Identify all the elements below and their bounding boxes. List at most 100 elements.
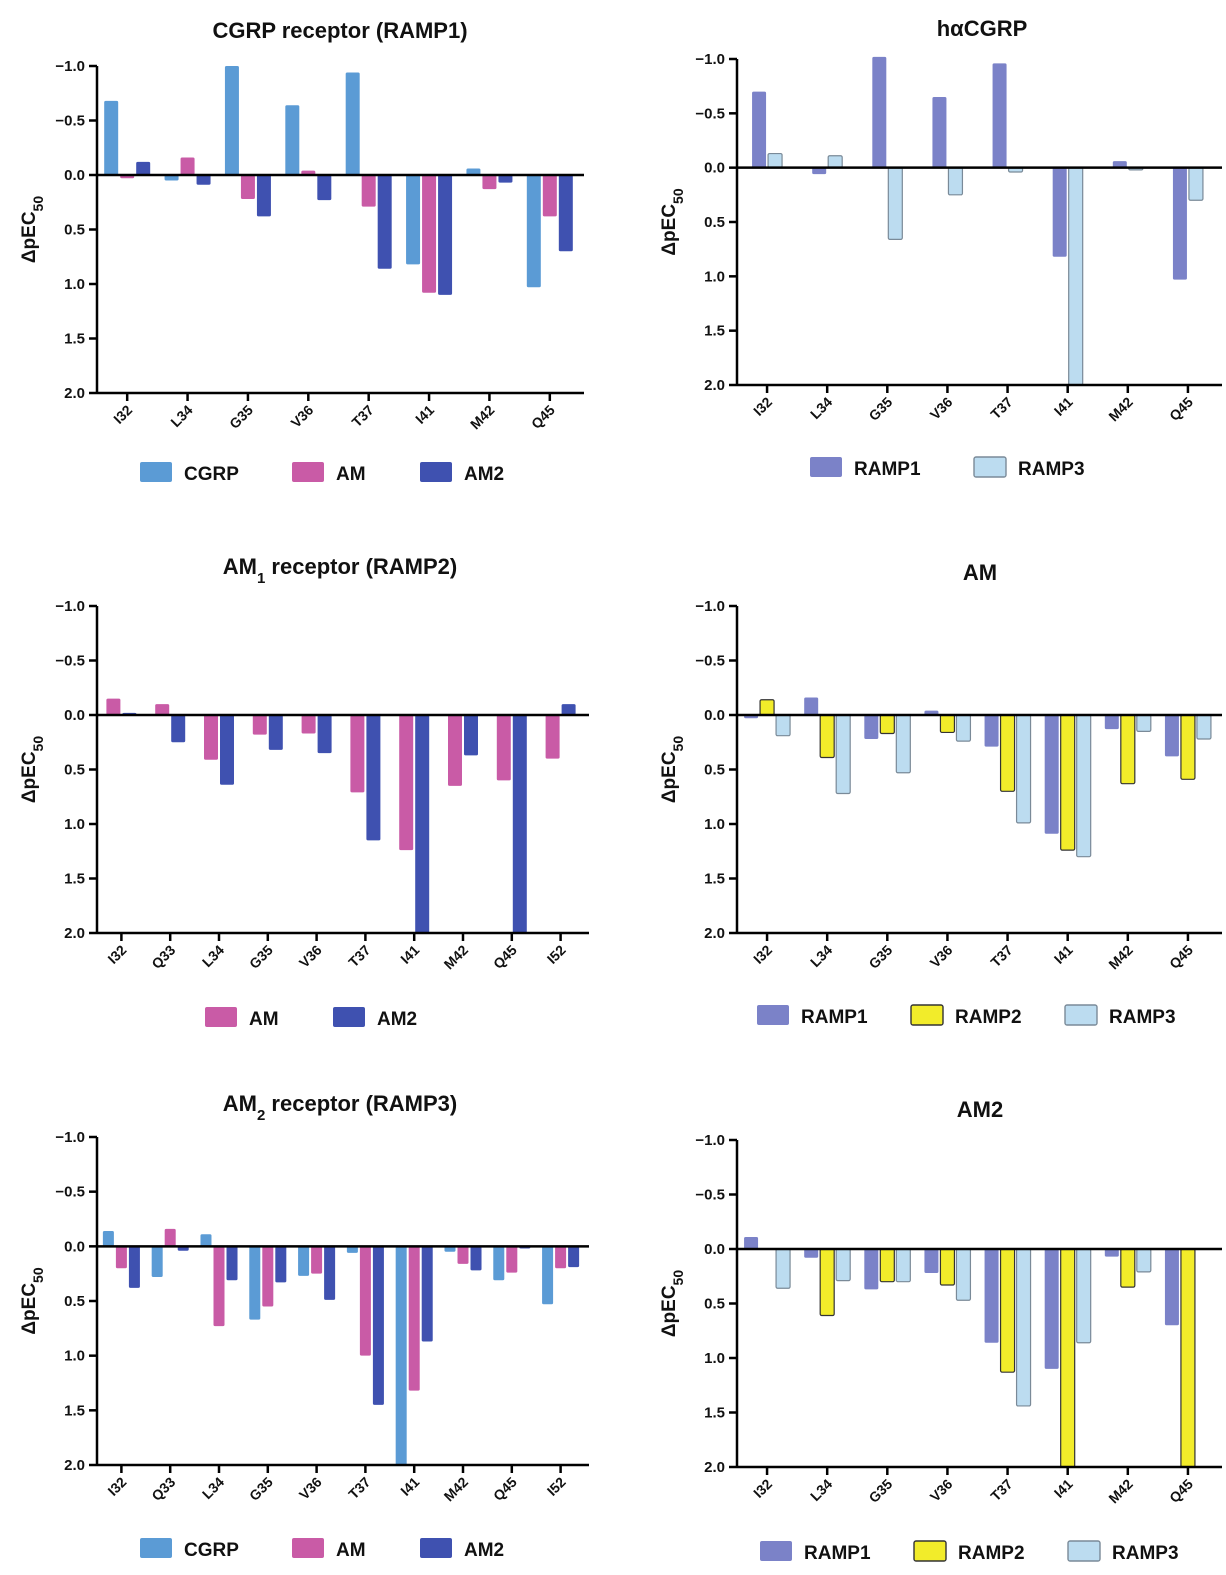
bar-ramp3-v36 (947, 167, 964, 196)
bar-am2-q33 (171, 715, 186, 743)
bar-ramp3-i32 (767, 152, 783, 169)
bar-am2-i32 (136, 161, 151, 175)
x-tick-label: G35 (226, 402, 256, 432)
x-tick-label: Q45 (490, 1474, 520, 1504)
y-axis-label: ΔpEC50 (659, 1270, 686, 1337)
bar-ramp2-i41 (1060, 1248, 1076, 1468)
y-tick-label: −0.5 (695, 105, 725, 122)
x-tick-label: I41 (397, 1474, 422, 1499)
bar-ramp3-v36 (955, 1248, 972, 1301)
bar-am-i32 (106, 698, 121, 715)
x-tick-label: V36 (296, 1474, 325, 1503)
bar-ramp3-i41 (1076, 1248, 1092, 1344)
bar-am-q45 (496, 715, 511, 781)
bar-ramp3-l34 (827, 155, 843, 169)
chart-title: AM2 receptor (RAMP3) (223, 1091, 457, 1124)
x-tick-label: V36 (296, 942, 325, 971)
x-tick-label: I32 (750, 1476, 775, 1501)
bar-cgrp-g35 (224, 66, 239, 175)
bar-am-q45 (506, 1246, 518, 1273)
bar-am-t37 (359, 1246, 371, 1356)
bar-am2-v36 (317, 715, 332, 754)
bar-cgrp-q45 (493, 1246, 505, 1281)
bar-ramp2-t37 (999, 1248, 1016, 1373)
bar-ramp3-m42 (1136, 714, 1152, 732)
x-tick-label: I41 (1051, 942, 1076, 967)
bar-ramp2-i32 (759, 699, 775, 716)
bar-ramp1-m42 (1112, 161, 1127, 168)
y-axis-label: ΔpEC50 (659, 188, 686, 255)
legend-label-ramp3: RAMP3 (1112, 1543, 1179, 1564)
bar-cgrp-i41 (395, 1246, 407, 1465)
bar-am2-v36 (324, 1246, 336, 1300)
chart-title: hαCGRP (937, 16, 1028, 41)
bar-ramp1-q45 (1164, 715, 1179, 757)
y-tick-label: −1.0 (55, 1129, 85, 1146)
bar-am2-i41 (415, 715, 430, 933)
legend-label-am: AM (336, 1540, 366, 1561)
bar-ramp3-m42 (1136, 1248, 1152, 1273)
bar-am-v36 (301, 715, 316, 734)
bar-ramp1-i41 (1044, 715, 1059, 834)
legend-swatch-am2 (420, 462, 452, 482)
bar-ramp1-g35 (872, 56, 887, 168)
bar-am-i52 (545, 715, 560, 759)
bar-cgrp-m42 (444, 1246, 456, 1252)
y-tick-label: 0.0 (64, 167, 85, 184)
x-tick-label: L34 (199, 1474, 228, 1503)
y-tick-label: 0.5 (704, 762, 725, 779)
bar-ramp3-t37 (1015, 714, 1032, 824)
x-tick-label: M42 (1105, 1476, 1136, 1507)
bar-ramp3-l34 (835, 1248, 851, 1282)
x-tick-label: M42 (441, 1474, 472, 1505)
bar-am-i32 (115, 1246, 127, 1269)
x-tick-label: L34 (199, 942, 228, 971)
chart-title: AM (963, 560, 997, 585)
y-tick-label: −1.0 (695, 1132, 725, 1149)
bar-am-m42 (448, 715, 462, 786)
legend-label-ramp2: RAMP2 (955, 1007, 1022, 1028)
x-tick-label: L34 (167, 402, 196, 431)
legend-label-cgrp: CGRP (184, 464, 239, 485)
x-tick-label: M42 (441, 942, 472, 973)
bar-am-l34 (180, 157, 195, 175)
x-tick-label: Q45 (528, 402, 558, 432)
y-tick-label: 0.5 (64, 762, 85, 779)
bar-am2-i52 (568, 1246, 580, 1268)
bar-am-g35 (262, 1246, 274, 1307)
x-tick-label: G35 (246, 1474, 276, 1504)
bar-ramp3-i32 (775, 1248, 791, 1289)
bar-ramp3-q45 (1188, 167, 1204, 201)
x-tick-label: G35 (865, 942, 895, 972)
bar-ramp3-t37 (1015, 1248, 1032, 1407)
bar-ramp1-v36 (924, 1249, 939, 1273)
y-tick-label: −0.5 (55, 113, 85, 130)
bar-am2-g35 (275, 1246, 287, 1283)
bar-am2-l34 (196, 175, 211, 185)
bar-am2-i32 (128, 1246, 140, 1288)
chart-panel-6: AM2 ΔpEC50 −1.0 −0.5 0.0 0.5 1.0 1.5 2.0 I32 L34 G3… (659, 1097, 1222, 1564)
y-tick-label: 1.0 (704, 816, 725, 833)
y-tick-label: 1.5 (64, 331, 85, 348)
bar-am-t37 (361, 175, 376, 207)
x-tick-label: G35 (246, 942, 276, 972)
bar-ramp2-q45 (1180, 714, 1196, 780)
bar-ramp1-t37 (984, 1249, 999, 1343)
bar-ramp2-l34 (819, 1248, 835, 1317)
y-tick-label: 2.0 (64, 1457, 85, 1474)
x-tick-label: G35 (865, 1476, 895, 1506)
legend-swatch-am (205, 1007, 237, 1027)
x-tick-label: I41 (397, 942, 422, 967)
bar-ramp2-q45 (1180, 1248, 1196, 1468)
x-tick-label: I41 (412, 402, 437, 427)
x-tick-label: T37 (987, 1476, 1016, 1505)
x-tick-label: I32 (750, 942, 775, 967)
bar-cgrp-l34 (164, 175, 179, 181)
bar-ramp2-v36 (939, 714, 956, 734)
y-tick-label: 0.5 (64, 1293, 85, 1310)
bar-cgrp-t37 (345, 72, 360, 175)
x-tick-label: I41 (1051, 394, 1076, 419)
legend-swatch-ramp1 (760, 1541, 792, 1561)
bar-am2-v36 (317, 175, 332, 201)
x-tick-label: I41 (1051, 1476, 1076, 1501)
